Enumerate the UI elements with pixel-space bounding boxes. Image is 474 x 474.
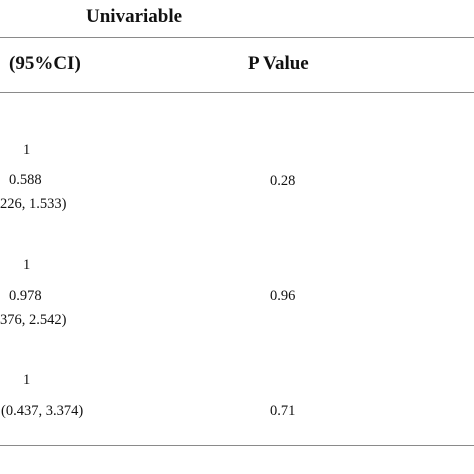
row1-ci: 226, 1.533) [0,196,67,212]
row1-reference: 1 [23,142,31,158]
row1-or: 0.588 [9,172,42,188]
row3-ci: (0.437, 3.374) [1,403,84,419]
column-header-ci: (95%CI) [9,53,81,74]
row3-p-value: 0.71 [270,403,296,419]
row2-p-value: 0.96 [270,288,296,304]
table-rule-bottom [0,445,474,446]
row2-reference: 1 [23,257,31,273]
row1-p-value: 0.28 [270,173,296,189]
header-rule-top [0,37,474,38]
group-header-univariable: Univariable [86,6,183,27]
column-header-p-value: P Value [248,53,309,74]
row2-ci: 376, 2.542) [0,312,67,328]
row2-or: 0.978 [9,288,42,304]
row3-reference: 1 [23,372,31,388]
header-rule-bottom [0,92,474,93]
